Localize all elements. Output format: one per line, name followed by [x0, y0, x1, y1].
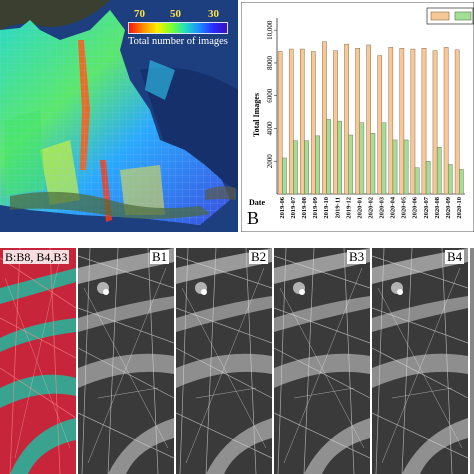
- bar-series-2: [392, 139, 398, 195]
- bar-series-2: [381, 122, 387, 195]
- coverage-map: 70 50 30 Total number of images: [0, 0, 238, 232]
- bar-series-2: [293, 140, 298, 195]
- cropped-edge-image: [470, 248, 474, 474]
- band-b3-image: [274, 248, 370, 474]
- false-color-composite-image: [0, 248, 76, 474]
- band-b4-label: B4: [445, 249, 465, 264]
- bar-series-2: [326, 119, 331, 195]
- x-tick-label: 2020-07: [423, 196, 430, 218]
- bar-series-1: [432, 50, 438, 195]
- composite-label: B:B8, B4,B3: [3, 250, 70, 264]
- y-tick-label: 6000: [266, 88, 274, 103]
- bar-series-2: [403, 139, 409, 195]
- x-tick-label: 2020-04: [390, 196, 397, 218]
- bar-series-2: [414, 167, 420, 195]
- band-b1-label: B1: [150, 249, 170, 264]
- bar-series-1: [388, 47, 394, 195]
- bar-series-2: [282, 157, 287, 195]
- x-tick-label: 2020-03: [379, 196, 386, 218]
- bar-series-1: [277, 51, 283, 195]
- legend-tick-70: 70: [134, 8, 145, 20]
- bar-chart: 2000 4000 6000 8000 10,000 2019-06 2019-07 2019…: [240, 1, 474, 233]
- legend-title: Total number of images: [128, 36, 228, 47]
- x-tick-label: 2020-01: [356, 197, 363, 219]
- bar-series-2: [337, 120, 343, 195]
- bar-series-1: [300, 48, 305, 195]
- x-tick-label: 2019-10: [323, 197, 330, 219]
- bar-series-1: [322, 41, 327, 195]
- bar-series-1: [454, 49, 460, 195]
- legend-swatch-orange: [430, 11, 450, 21]
- panel-letter-b: B: [247, 208, 259, 228]
- x-tick-label: 2020-05: [401, 196, 408, 218]
- bar-series-2: [315, 135, 320, 195]
- bar-series-2: [348, 134, 354, 195]
- bar-series-1: [443, 47, 449, 195]
- x-tick-label: 2019-08: [301, 196, 308, 218]
- bar-chart-panel: 2000 4000 6000 8000 10,000 2019-06 2019-07 2019…: [240, 1, 474, 233]
- bar-series-1: [355, 48, 360, 195]
- bar-series-1: [311, 51, 316, 195]
- x-tick-label: 2020-02: [367, 197, 374, 219]
- x-tick-label: 2019-11: [334, 197, 341, 218]
- x-tick-label: 2019-09: [312, 196, 319, 218]
- bar-series-1: [377, 55, 383, 195]
- y-tick-label: 8000: [266, 55, 274, 69]
- bar-series-1: [410, 48, 416, 195]
- y-tick-label: 2000: [266, 154, 274, 169]
- band-b4-image: [372, 248, 468, 474]
- x-tick-label: 2019-12: [345, 197, 352, 219]
- y-tick-label: 10,000: [266, 20, 274, 40]
- bar-series-1: [288, 48, 294, 195]
- bar-series-2: [370, 133, 376, 195]
- band-b4-graphic: [372, 248, 468, 474]
- x-axis-label: Date: [249, 198, 265, 207]
- legend-swatch-green: [454, 11, 472, 21]
- bar-series-1: [366, 44, 371, 195]
- bar-series-2: [304, 140, 309, 195]
- bar-series-2: [425, 161, 431, 195]
- band-b2-graphic: [176, 248, 272, 474]
- legend-colorbar: [128, 22, 228, 34]
- band-b1-image: [78, 248, 174, 474]
- bar-series-1: [344, 43, 349, 195]
- x-tick-label: 2020-08: [434, 196, 441, 218]
- bar-series-2: [459, 169, 464, 195]
- coverage-map-graphic: [0, 0, 238, 232]
- x-tick-label: 2020-10: [456, 197, 463, 219]
- row-divider: [0, 232, 474, 248]
- band-b3-graphic: [274, 248, 370, 474]
- bar-series-2: [359, 122, 365, 195]
- bar-series-2: [436, 147, 442, 195]
- band-b3-label: B3: [347, 249, 367, 264]
- x-tick-label: 2020-09: [445, 196, 452, 218]
- panel-divider: [238, 0, 241, 233]
- band-b1-graphic: [78, 248, 174, 474]
- bar-series-1: [399, 48, 405, 195]
- bar-series-1: [421, 48, 427, 195]
- legend-tick-50: 50: [170, 8, 181, 20]
- map-legend: 70 50 30 Total number of images: [128, 8, 228, 47]
- bar-series-1: [333, 50, 338, 195]
- band-b2-label: B2: [249, 249, 269, 264]
- x-tick-label: 2019-07: [290, 196, 297, 218]
- band-b2-image: [176, 248, 272, 474]
- bar-series-2: [447, 164, 453, 195]
- y-axis-label: Total Images: [252, 93, 261, 137]
- y-tick-label: 4000: [266, 121, 274, 136]
- x-tick-label: 2020-06: [412, 196, 419, 218]
- x-tick-label: 2019-06: [279, 196, 286, 218]
- false-color-graphic: [0, 248, 76, 474]
- legend-tick-30: 30: [208, 8, 219, 20]
